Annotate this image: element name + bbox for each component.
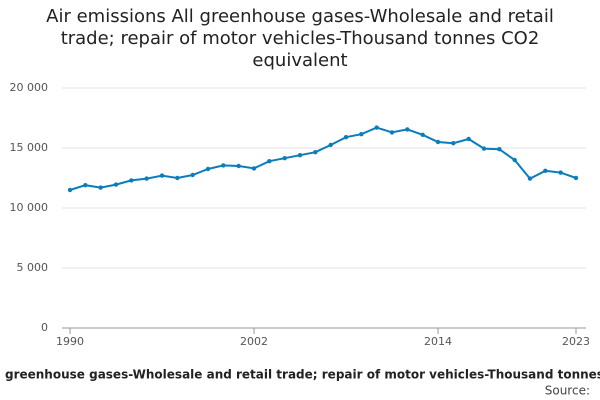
- point: [405, 127, 410, 132]
- point: [512, 157, 517, 163]
- x-tick-label: 1990: [56, 335, 84, 348]
- point: [113, 182, 119, 187]
- point: [267, 159, 272, 164]
- point: [159, 173, 165, 178]
- point: [543, 168, 548, 173]
- x-tick-label: 2014: [424, 335, 452, 348]
- point: [98, 185, 103, 190]
- y-tick-label: 5 000: [17, 261, 49, 274]
- y-tick-label: 0: [41, 321, 48, 334]
- point: [67, 187, 73, 193]
- point: [129, 178, 134, 183]
- point: [389, 130, 395, 135]
- x-tick-label: 2002: [240, 335, 268, 348]
- point: [328, 142, 333, 148]
- y-tick-label: 20 000: [10, 81, 49, 94]
- point: [251, 166, 257, 171]
- line: [69, 126, 577, 191]
- point: [175, 175, 180, 181]
- point: [497, 147, 502, 152]
- y-tick-label: 15 000: [10, 141, 49, 154]
- point: [558, 170, 563, 175]
- point: [435, 139, 441, 145]
- point: [374, 125, 379, 130]
- source: Source:: [545, 384, 590, 398]
- point: [451, 141, 456, 146]
- point: [343, 135, 349, 140]
- point: [205, 166, 211, 172]
- point: [236, 163, 241, 169]
- chart-title: Air emissions All greenhouse gases-Whole…: [46, 6, 554, 71]
- y-tick-label: 10 000: [10, 201, 49, 214]
- point: [420, 132, 425, 137]
- point: [313, 150, 318, 155]
- point: [481, 146, 487, 151]
- point: [221, 163, 226, 168]
- point: [83, 183, 88, 188]
- point: [190, 172, 195, 178]
- point: [297, 153, 303, 158]
- x-axis-label: Air emissions All greenhouse gases-Whole…: [0, 368, 600, 382]
- point: [359, 132, 364, 137]
- x-tick-label: 2023: [562, 335, 590, 348]
- point: [527, 176, 533, 181]
- point: [573, 175, 579, 181]
- point: [144, 176, 149, 181]
- point: [466, 136, 471, 142]
- point: [282, 156, 287, 161]
